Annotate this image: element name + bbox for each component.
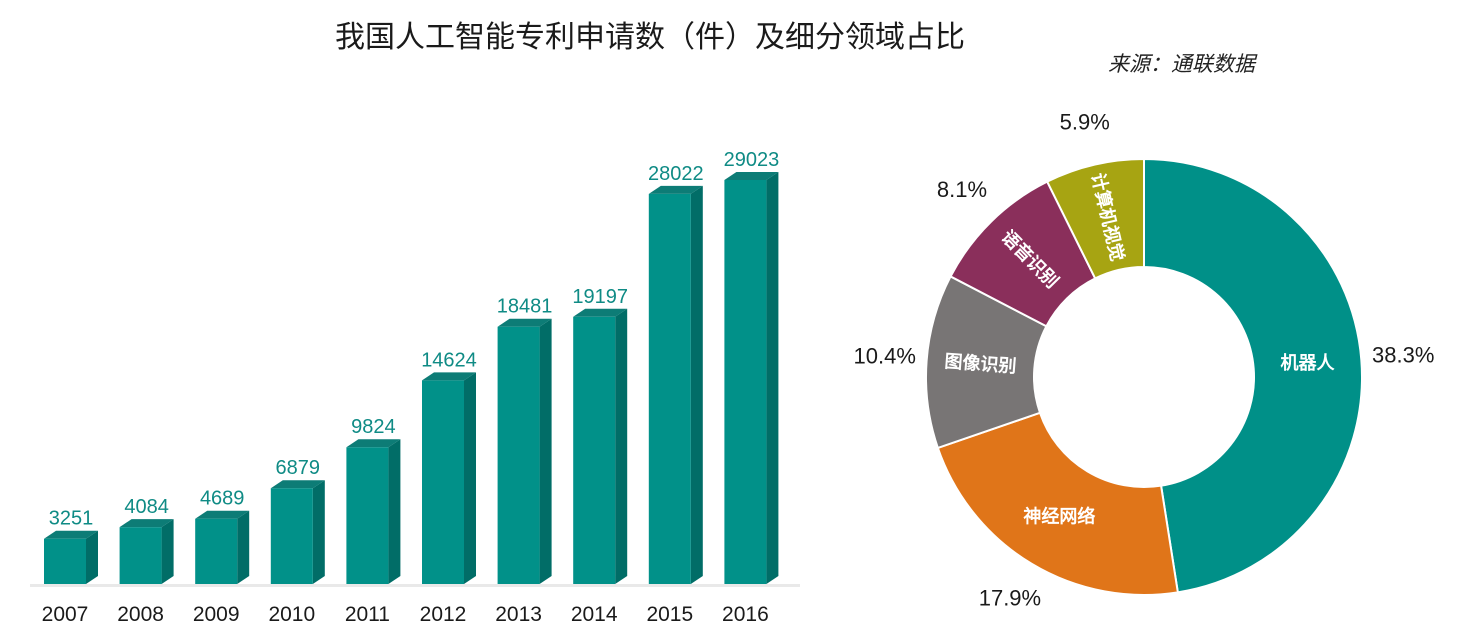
bar bbox=[422, 372, 476, 584]
donut-slice bbox=[1045, 157, 1145, 280]
slice-percent-label: 38.3% bbox=[1372, 343, 1434, 368]
bar-side bbox=[312, 480, 325, 584]
bar-front bbox=[724, 180, 767, 584]
bar-side bbox=[690, 185, 703, 585]
bar-value-label: 29023 bbox=[724, 149, 780, 171]
bar-top bbox=[422, 372, 476, 381]
bar-chart: 3251 2007 4084 2008 4689 2009 6879 2010 9824 2011… bbox=[30, 149, 800, 626]
bar-front bbox=[270, 488, 313, 584]
donut-slice bbox=[1143, 157, 1363, 594]
x-tick-label: 2008 bbox=[117, 603, 164, 626]
bar bbox=[648, 185, 703, 585]
bar bbox=[573, 308, 628, 584]
x-tick-label: 2011 bbox=[345, 603, 390, 626]
bar-value-label: 18481 bbox=[497, 296, 553, 318]
bar bbox=[44, 530, 98, 584]
x-tick-label: 2010 bbox=[268, 603, 315, 626]
floor-line bbox=[30, 584, 800, 587]
slice-label: 机器人 bbox=[1281, 353, 1336, 374]
bar-side bbox=[464, 372, 476, 584]
bar-front bbox=[573, 316, 616, 584]
bar-value-label: 9824 bbox=[351, 416, 396, 438]
x-tick-label: 2013 bbox=[495, 603, 542, 626]
x-tick-label: 2016 bbox=[722, 603, 769, 626]
bar-value-label: 14624 bbox=[421, 349, 477, 371]
bar-top bbox=[724, 172, 779, 180]
bar-top bbox=[497, 318, 552, 327]
bar bbox=[497, 318, 552, 584]
bar-top bbox=[119, 519, 174, 528]
bar-top bbox=[44, 530, 98, 539]
slice-percent-label: 5.9% bbox=[1060, 110, 1110, 135]
bar-front bbox=[119, 527, 162, 584]
bar-side bbox=[237, 510, 250, 584]
chart-title: 我国人工智能专利申请数（件）及细分领域占比 bbox=[335, 20, 965, 55]
slice-percent-label: 10.4% bbox=[854, 344, 916, 369]
bar-front bbox=[422, 380, 464, 584]
bar-front bbox=[44, 538, 86, 584]
slice-label: 神经网络 bbox=[1023, 506, 1095, 528]
bar-side bbox=[161, 519, 174, 584]
bar bbox=[195, 510, 250, 584]
bar-top bbox=[648, 185, 703, 194]
bar-side bbox=[388, 439, 401, 584]
x-tick-label: 2012 bbox=[420, 603, 467, 626]
bar bbox=[724, 172, 779, 584]
bar-front bbox=[195, 518, 238, 584]
bar-value-label: 28022 bbox=[648, 163, 704, 185]
bar-front bbox=[497, 326, 540, 584]
slice-percent-label: 8.1% bbox=[937, 177, 987, 202]
bar-side bbox=[539, 318, 552, 584]
bar-front bbox=[346, 447, 389, 584]
bar-side bbox=[766, 172, 779, 584]
bar-value-label: 3251 bbox=[49, 508, 94, 530]
bar-top bbox=[573, 308, 628, 317]
bar bbox=[270, 480, 325, 584]
bar-top bbox=[346, 439, 401, 448]
bar-value-label: 4084 bbox=[124, 496, 169, 518]
bar-front bbox=[648, 193, 691, 585]
bar-value-label: 4689 bbox=[200, 488, 245, 510]
source-note: 来源：通联数据 bbox=[1108, 52, 1255, 76]
bar-side bbox=[86, 530, 98, 584]
bar-top bbox=[270, 480, 325, 489]
bar-top bbox=[195, 510, 250, 519]
x-tick-label: 2014 bbox=[571, 603, 618, 626]
bar bbox=[119, 519, 174, 584]
x-tick-label: 2009 bbox=[193, 603, 240, 626]
slice-percent-label: 17.9% bbox=[979, 586, 1041, 611]
donut-slice bbox=[936, 411, 1179, 596]
x-tick-label: 2015 bbox=[646, 603, 693, 626]
bar-side bbox=[615, 308, 628, 584]
x-tick-label: 2007 bbox=[42, 603, 89, 626]
bar bbox=[346, 439, 401, 584]
bar-value-label: 6879 bbox=[276, 457, 321, 479]
bar-value-label: 19197 bbox=[572, 286, 628, 308]
